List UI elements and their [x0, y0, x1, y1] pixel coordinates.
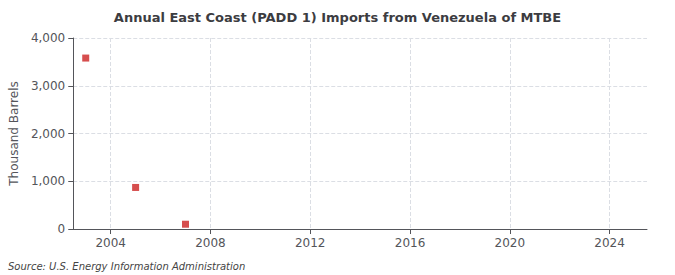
svg-text:Annual East Coast (PADD 1) Imp: Annual East Coast (PADD 1) Imports from …	[114, 10, 561, 25]
svg-text:4,000: 4,000	[31, 31, 65, 45]
svg-text:2016: 2016	[395, 236, 426, 250]
svg-text:3,000: 3,000	[31, 79, 65, 93]
svg-text:2012: 2012	[295, 236, 326, 250]
svg-text:0: 0	[58, 222, 66, 236]
svg-text:Thousand Barrels: Thousand Barrels	[7, 81, 21, 186]
svg-text:2004: 2004	[95, 236, 126, 250]
svg-text:1,000: 1,000	[31, 174, 65, 188]
svg-text:2008: 2008	[195, 236, 226, 250]
svg-text:2020: 2020	[495, 236, 526, 250]
svg-text:2,000: 2,000	[31, 127, 65, 141]
svg-text:Source: U.S. Energy Informatio: Source: U.S. Energy Information Administ…	[8, 261, 245, 272]
svg-text:2024: 2024	[594, 236, 625, 250]
